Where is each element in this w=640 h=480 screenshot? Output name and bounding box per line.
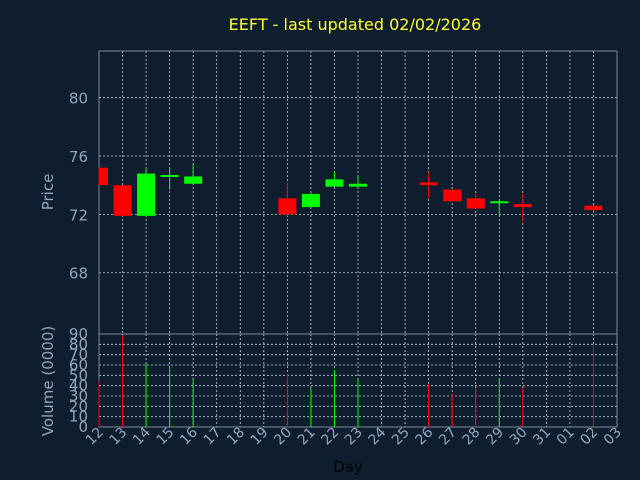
volume-tick-label: 30 — [69, 387, 88, 405]
candle-body — [443, 189, 462, 202]
price-tick-label: 72 — [69, 206, 88, 224]
candle-body — [301, 193, 320, 208]
price-tick-label: 80 — [69, 90, 88, 108]
volume-tick-label: 60 — [69, 356, 88, 374]
x-axis-label: Day — [333, 458, 363, 476]
price-panel: 68 72 76 80 — [69, 50, 618, 335]
candle-body — [349, 183, 367, 187]
candle-body — [584, 205, 603, 211]
candle-body — [184, 176, 203, 184]
volume-tick-label: 0 — [78, 418, 88, 436]
candle-body — [513, 204, 532, 208]
chart-title: EEFT - last updated 02/02/2026 — [229, 15, 482, 34]
volume-tick-label: 50 — [69, 366, 88, 384]
candle-body — [419, 182, 438, 186]
candle-body — [325, 179, 344, 187]
volume-tick-label: 80 — [69, 335, 88, 353]
price-tick-label: 76 — [69, 148, 88, 166]
volume-tick-label: 10 — [69, 408, 88, 426]
volume-tick-label: 40 — [69, 377, 88, 395]
candle-body — [466, 198, 485, 209]
y-axis-label: Price — [39, 174, 57, 211]
candle-body — [160, 174, 179, 177]
candle-body — [278, 198, 297, 215]
candle-body — [490, 201, 509, 204]
volume-tick-label: 90 — [69, 325, 88, 343]
volume-axis-label: Volume (0000) — [39, 326, 57, 436]
price-tick-label: 68 — [69, 265, 88, 283]
candle-body — [137, 173, 156, 216]
volume-tick-label: 70 — [69, 346, 88, 364]
candle-body — [99, 167, 108, 186]
volume-tick-label: 20 — [69, 397, 88, 415]
candle-body — [113, 185, 132, 216]
